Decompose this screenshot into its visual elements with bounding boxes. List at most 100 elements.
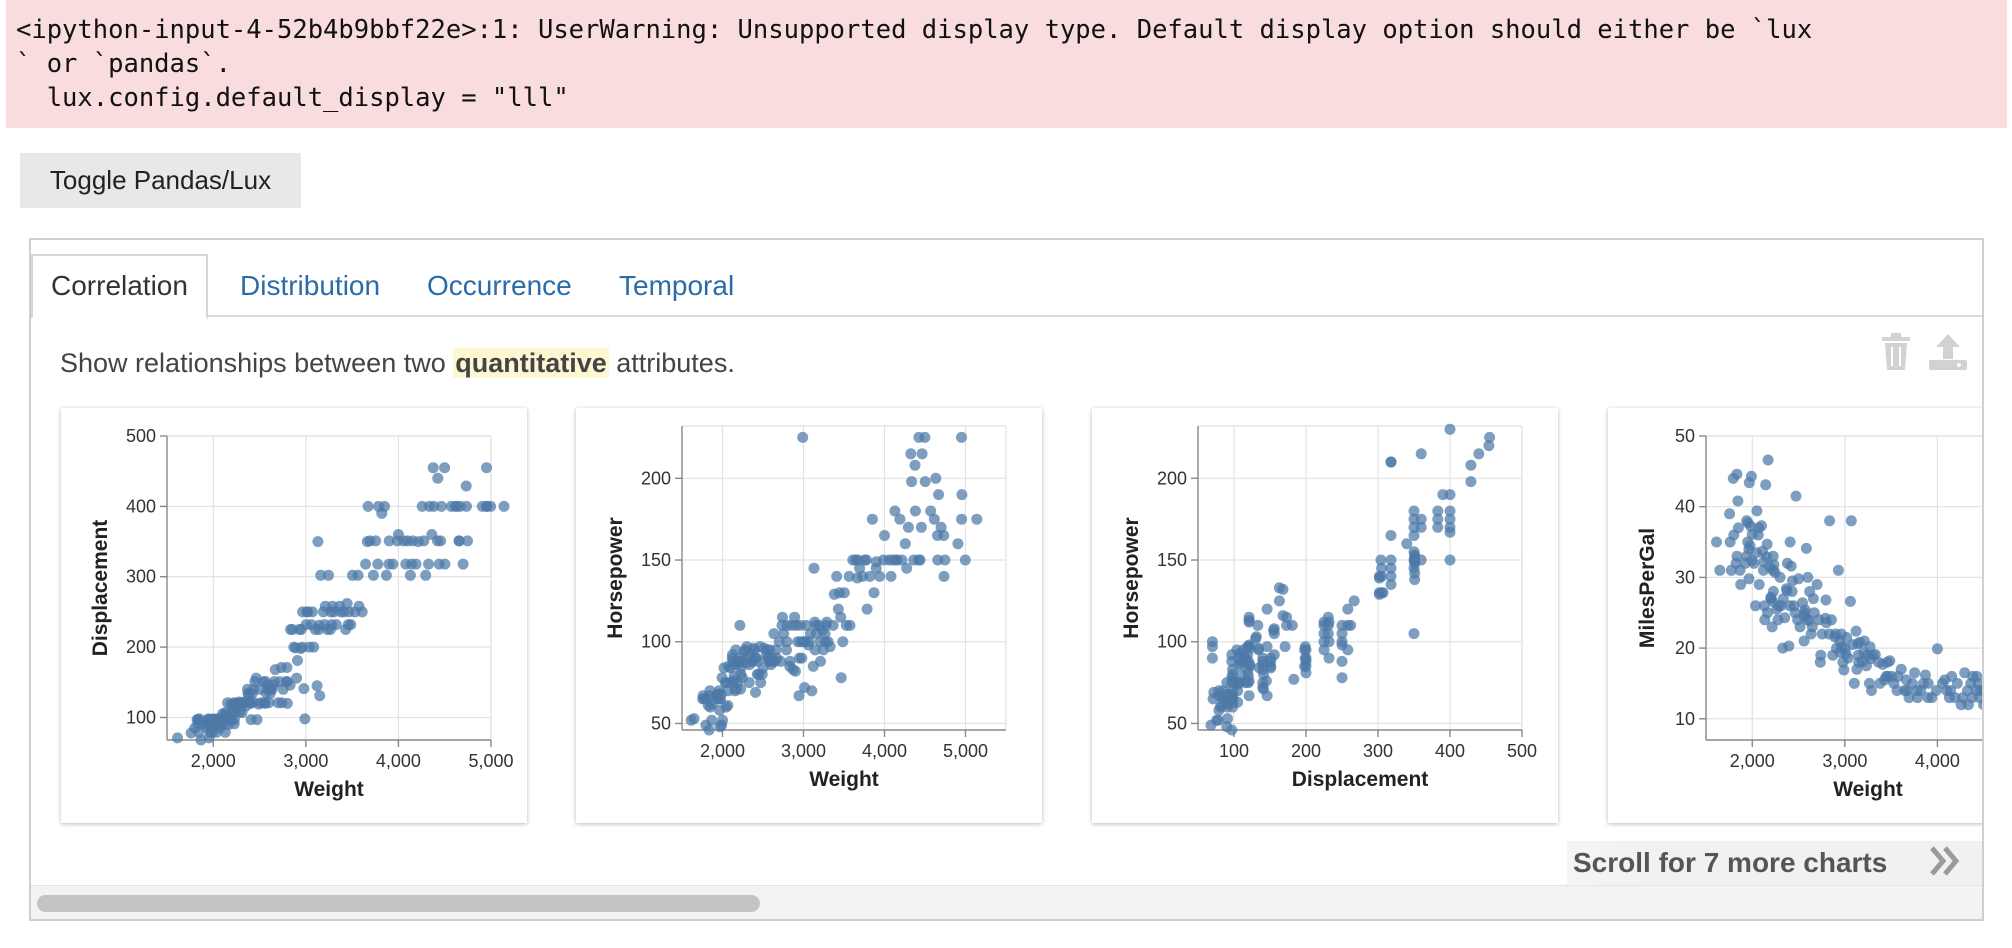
warning-line-3: lux.config.default_display = "lll" bbox=[16, 83, 569, 113]
scatter-point bbox=[172, 732, 183, 744]
scatter-point bbox=[1348, 595, 1360, 607]
scatter-point bbox=[874, 570, 886, 582]
scatter-point bbox=[1465, 459, 1477, 471]
scatter-point bbox=[1232, 696, 1244, 708]
scatter-point bbox=[796, 652, 808, 664]
scatter-point bbox=[1385, 562, 1397, 574]
scatter-point bbox=[1244, 659, 1256, 671]
scatter-point bbox=[1748, 557, 1760, 569]
scatter-point bbox=[824, 641, 836, 653]
tab-temporal[interactable]: Temporal bbox=[619, 270, 735, 301]
scatter-point bbox=[706, 714, 718, 726]
scatter-point bbox=[462, 535, 473, 547]
chart-card-displacement-weight[interactable]: 2,000 3,000 4,000 5,000 100 200 300 400 500 Weigh… bbox=[61, 408, 527, 823]
scatter-point bbox=[803, 636, 815, 648]
scatter-point bbox=[1336, 672, 1348, 684]
scatter-point bbox=[1444, 489, 1456, 501]
scatter-point bbox=[367, 569, 379, 581]
scatter-point bbox=[844, 619, 856, 631]
scatter-point bbox=[341, 598, 353, 609]
scatter-point bbox=[1415, 554, 1427, 566]
scatter-point bbox=[1978, 699, 1982, 710]
scatter-point bbox=[1212, 714, 1224, 726]
scatter-point bbox=[1735, 579, 1747, 590]
scatter-point bbox=[775, 655, 787, 667]
chart-card-horsepower-weight[interactable]: 2,000 3,000 4,000 5,000 50 100 150 200 Weight Hor… bbox=[576, 408, 1042, 823]
scatter-point bbox=[793, 690, 805, 702]
scatter-point bbox=[703, 724, 715, 736]
scatter-point bbox=[919, 476, 931, 488]
description-text-end: attributes. bbox=[608, 348, 735, 378]
scatter-point bbox=[743, 677, 755, 689]
scatter-points bbox=[1711, 454, 1982, 711]
scatter-point bbox=[306, 606, 318, 618]
y-tick-label: 200 bbox=[1157, 468, 1187, 488]
chart-card-milespergal-weight[interactable]: 2,0003,0004,0005,01020304050WeightMilesP… bbox=[1608, 408, 1982, 823]
x-axis-title: Displacement bbox=[1292, 768, 1429, 791]
scatter-point bbox=[1415, 448, 1427, 460]
x-tick-label: 2,000 bbox=[700, 741, 745, 761]
upload-icon[interactable] bbox=[1927, 332, 1969, 377]
scatter-point bbox=[1288, 673, 1300, 685]
toggle-pandas-lux-button[interactable]: Toggle Pandas/Lux bbox=[20, 153, 301, 208]
scatter-point bbox=[1268, 649, 1280, 661]
scatter-point bbox=[379, 500, 390, 512]
y-tick-label: 100 bbox=[641, 632, 671, 652]
tab-description: Show relationships between two quantitat… bbox=[60, 348, 735, 379]
tab-occurrence[interactable]: Occurrence bbox=[427, 270, 572, 301]
tab-correlation[interactable]: Correlation bbox=[31, 254, 208, 319]
scatter-point bbox=[1345, 619, 1357, 631]
scatter-point bbox=[971, 513, 983, 525]
x-tick-label: 3,000 bbox=[283, 751, 328, 771]
scatter-point bbox=[423, 558, 434, 570]
scatter-point bbox=[781, 644, 792, 656]
scatter-point bbox=[1377, 587, 1389, 599]
scatter-point bbox=[1444, 513, 1456, 525]
x-tick-label: 100 bbox=[1219, 741, 1249, 761]
tab-bar: Correlation Distribution Occurrence Temp… bbox=[31, 240, 1982, 319]
scatter-point bbox=[789, 665, 801, 677]
scatter-point bbox=[901, 562, 913, 574]
warning-line-1: <ipython-input-4-52b4b9bbf22e>:1: UserWa… bbox=[16, 15, 1813, 45]
scatter-point bbox=[815, 655, 826, 667]
scatter-point bbox=[263, 697, 275, 709]
scatter-points bbox=[172, 462, 510, 746]
scatter-point bbox=[251, 714, 263, 726]
scatter-point bbox=[1483, 440, 1495, 452]
scatter-point bbox=[435, 535, 447, 547]
scatter-point bbox=[837, 636, 849, 648]
scatter-point bbox=[1408, 530, 1420, 541]
scatter-point bbox=[1323, 652, 1335, 664]
scatter-point bbox=[1794, 621, 1806, 633]
scatter-point bbox=[1432, 521, 1444, 533]
tab-distribution[interactable]: Distribution bbox=[240, 270, 381, 301]
scrollbar-thumb[interactable] bbox=[37, 895, 760, 912]
scatter-point bbox=[902, 521, 914, 533]
scatter-point bbox=[889, 505, 901, 517]
scatter-point bbox=[439, 558, 451, 570]
scatter-points bbox=[1205, 423, 1496, 736]
scatter-point bbox=[281, 697, 293, 709]
chart-card-horsepower-displacement[interactable]: 100 200 300 400 500 50 100 150 200 Displacement Ho… bbox=[1092, 408, 1558, 823]
x-axis-title: Weight bbox=[809, 768, 879, 791]
scatter-point bbox=[1825, 614, 1837, 626]
scatter-point bbox=[1415, 513, 1427, 525]
trash-icon[interactable] bbox=[1879, 332, 1913, 377]
scatter-point bbox=[370, 535, 382, 547]
y-axis-title: Horsepower bbox=[604, 517, 627, 638]
scatter-point bbox=[1376, 562, 1388, 574]
x-tick-label: 2,000 bbox=[191, 751, 236, 771]
scatter-point bbox=[938, 530, 950, 541]
scatter-point bbox=[1753, 579, 1765, 590]
scatter-point bbox=[345, 619, 357, 631]
double-chevron-right-icon[interactable] bbox=[1929, 843, 1963, 884]
scatter-point bbox=[1432, 505, 1444, 517]
scatter-point bbox=[1832, 564, 1844, 576]
scatter-point bbox=[1250, 631, 1262, 643]
scatter-point bbox=[861, 603, 873, 615]
scatter-point bbox=[1252, 619, 1264, 631]
horizontal-scrollbar[interactable] bbox=[31, 885, 1982, 919]
scatter-point bbox=[1845, 515, 1857, 527]
scatter-point bbox=[432, 472, 444, 484]
scatter-point bbox=[959, 554, 971, 566]
